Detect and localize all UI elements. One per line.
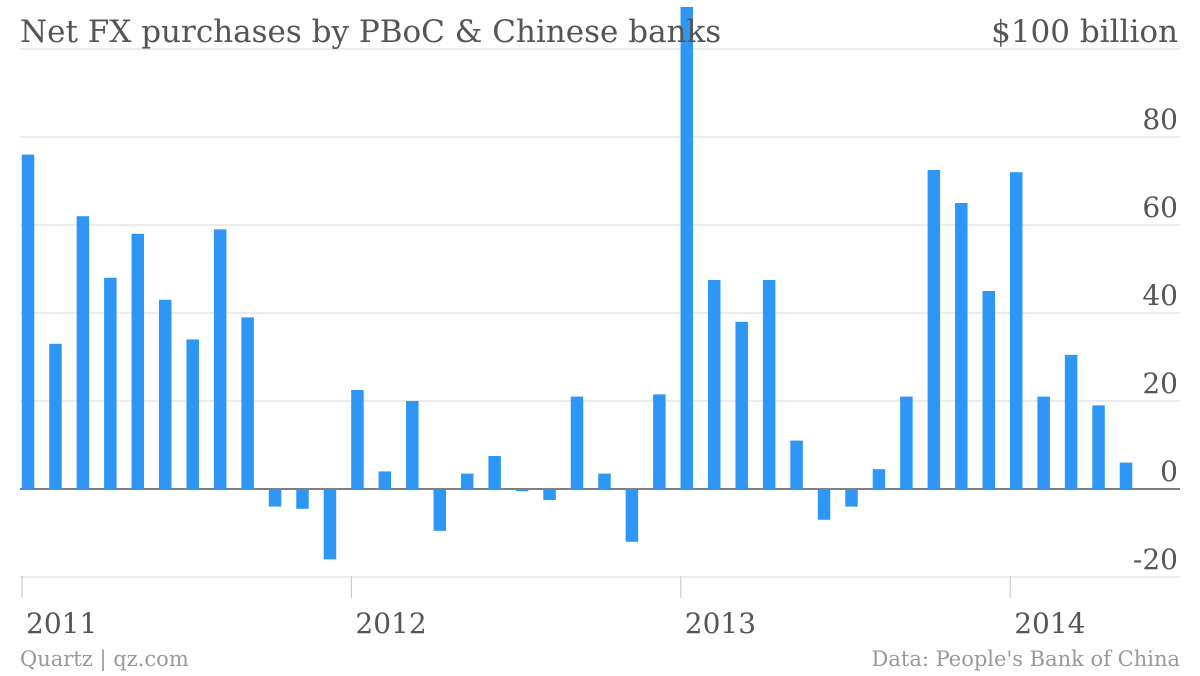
x-tick-label: 2013 xyxy=(685,607,756,640)
y-tick-label: 0 xyxy=(1160,455,1178,488)
bar xyxy=(790,440,803,489)
chart-title: Net FX purchases by PBoC & Chinese banks xyxy=(20,14,721,50)
bar xyxy=(104,277,117,489)
bar xyxy=(872,469,886,489)
bar xyxy=(845,489,858,507)
bar xyxy=(1092,405,1105,489)
x-axis-labels: 2011 2012 2013 2014 xyxy=(21,576,1085,640)
bar xyxy=(817,489,831,520)
bar xyxy=(598,473,611,489)
bar xyxy=(927,170,941,489)
y-axis-labels: -20 0 20 40 60 80 xyxy=(1133,103,1178,576)
bar xyxy=(460,473,474,489)
bar xyxy=(296,489,309,509)
bar xyxy=(570,396,584,489)
footer-source-left: Quartz | qz.com xyxy=(20,647,189,672)
bar xyxy=(680,7,694,489)
bar xyxy=(159,299,172,489)
bar xyxy=(186,339,199,489)
bar xyxy=(433,489,446,531)
bar xyxy=(982,291,995,489)
bar xyxy=(241,317,254,489)
bar xyxy=(213,229,227,489)
bar xyxy=(955,203,968,489)
bar xyxy=(515,489,529,492)
bar xyxy=(543,489,556,500)
bar xyxy=(625,489,639,542)
bars xyxy=(21,7,1133,560)
y-tick-label: 60 xyxy=(1142,191,1178,224)
bar xyxy=(708,280,721,489)
bar xyxy=(76,216,90,489)
x-tick-label: 2014 xyxy=(1014,607,1085,640)
bar xyxy=(735,321,748,489)
x-tick-label: 2011 xyxy=(26,607,97,640)
bar xyxy=(378,471,392,489)
y-tick-label: 80 xyxy=(1142,103,1178,136)
y-tick-label: 20 xyxy=(1142,367,1178,400)
footer-source-right: Data: People's Bank of China xyxy=(872,647,1180,671)
y-tick-label: -20 xyxy=(1133,543,1178,576)
bar xyxy=(1037,396,1050,489)
bar xyxy=(762,280,776,489)
bar xyxy=(323,489,337,560)
bar xyxy=(1064,354,1078,489)
bar xyxy=(900,396,913,489)
bar xyxy=(653,394,666,489)
bar xyxy=(406,401,419,489)
bar xyxy=(351,390,364,489)
bar xyxy=(49,343,62,489)
bar xyxy=(268,489,282,507)
bar xyxy=(131,233,145,489)
bar xyxy=(1119,462,1133,489)
x-tick-label: 2012 xyxy=(355,607,426,640)
gridlines xyxy=(20,48,1180,578)
bar xyxy=(488,456,501,489)
bar xyxy=(1009,172,1023,489)
bar xyxy=(21,154,35,489)
y-tick-label: 40 xyxy=(1142,279,1178,312)
unit-label: $100 billion xyxy=(991,14,1178,50)
